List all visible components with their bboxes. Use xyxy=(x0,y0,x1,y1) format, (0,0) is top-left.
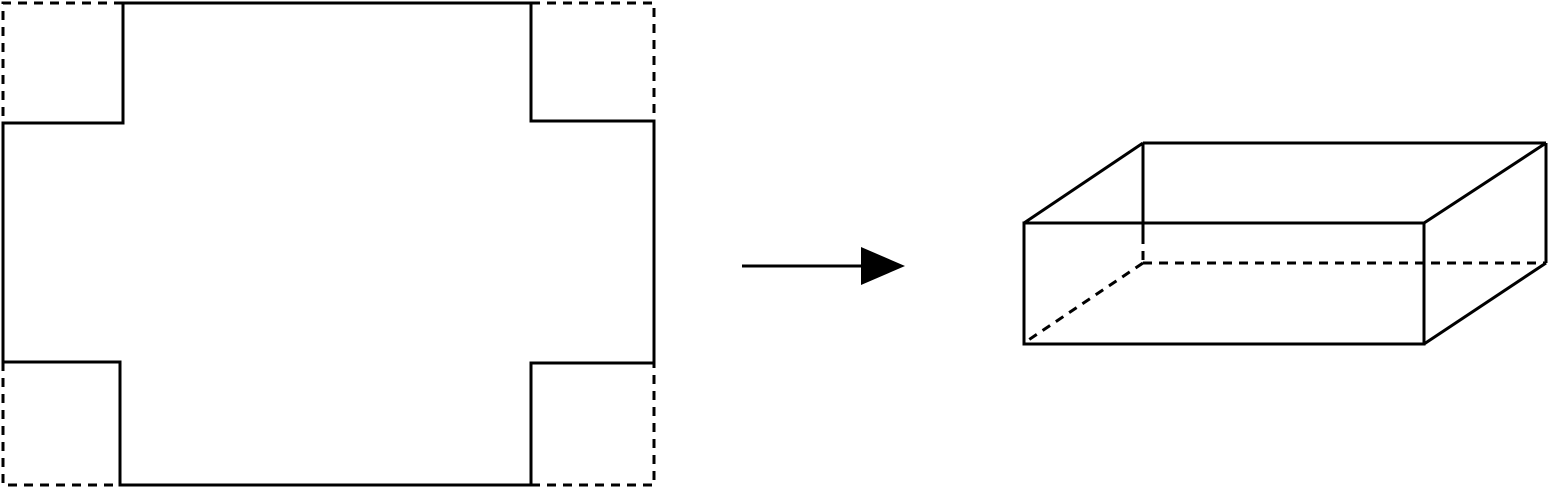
cut-corner-top-right xyxy=(531,1,656,121)
net-outline xyxy=(1,1,656,487)
hidden-edges xyxy=(1023,235,1546,345)
right-arrow-icon xyxy=(742,247,905,285)
cut-corner-bottom-right xyxy=(531,363,656,487)
visible-edges xyxy=(1022,141,1548,346)
cut-corner-top-left xyxy=(1,1,123,123)
cut-corner-bottom-left xyxy=(1,362,120,487)
flat-net xyxy=(1,1,656,487)
open-box xyxy=(1022,141,1548,346)
